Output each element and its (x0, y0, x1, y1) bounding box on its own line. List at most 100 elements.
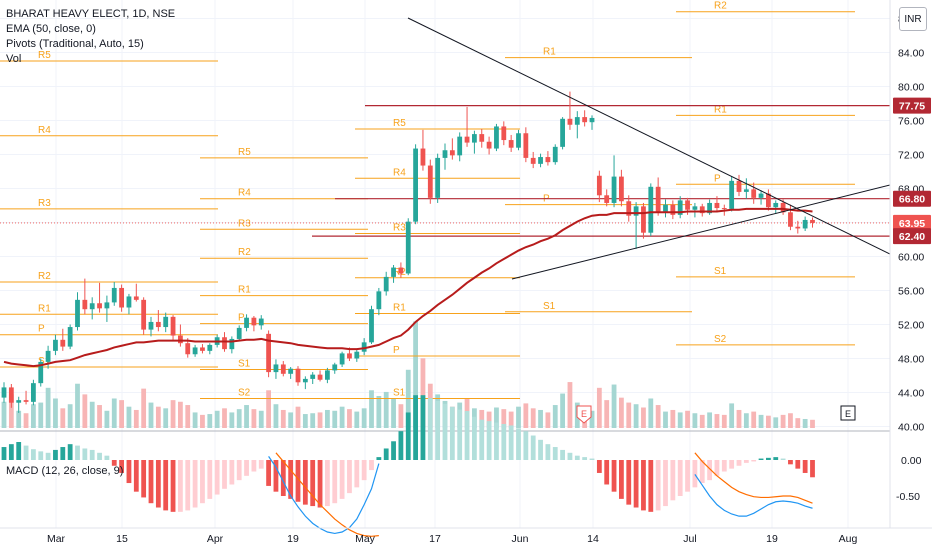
pivot-label: R3 (238, 218, 251, 229)
candle-body (325, 370, 330, 380)
volume-bar (736, 409, 742, 428)
price-tag-bg (893, 97, 931, 114)
macd-histogram-bar (178, 460, 183, 512)
candle-body (523, 133, 529, 158)
macd-histogram-bar (773, 457, 779, 460)
macd-histogram-bar (788, 460, 793, 465)
earnings-marker-label: E (845, 409, 851, 419)
volume-bar (369, 390, 374, 428)
volume-bar (200, 414, 205, 428)
volume-bar (788, 413, 793, 428)
volume-bar (545, 412, 551, 428)
candle-body (295, 368, 301, 383)
macd-histogram-bar (207, 460, 213, 499)
signal-line (694, 452, 813, 504)
volume-bar (266, 390, 271, 428)
pivot-label: P (714, 173, 721, 184)
symbol-title[interactable]: BHARAT HEAVY ELECT, 1D, NSE (6, 8, 176, 20)
volume-bar (251, 409, 257, 428)
candle-body (457, 136, 463, 156)
macd-histogram-bar (611, 460, 617, 492)
volume-bar (45, 387, 51, 428)
volume-bar (229, 412, 235, 428)
candle-body (258, 318, 264, 326)
volume-bar (332, 410, 338, 428)
macd-histogram-bar (692, 460, 698, 488)
pivot-label: S1 (714, 266, 727, 277)
price-tag-bg (893, 190, 931, 207)
pivot-label: R4 (38, 125, 51, 136)
volume-bar (692, 413, 698, 428)
pivots-legend[interactable]: Pivots (Traditional, Auto, 15) (6, 38, 144, 50)
volume-bar (302, 414, 308, 428)
pivot-label: S1 (393, 387, 406, 398)
macd-histogram-bar (780, 458, 786, 460)
candle-body (619, 176, 624, 202)
ema-legend[interactable]: EMA (50, close, 0) (6, 23, 96, 35)
volume-bar (398, 404, 404, 428)
macd-histogram-bar (523, 431, 529, 460)
pivot-label: R5 (393, 118, 406, 129)
macd-line (268, 456, 380, 535)
pivot-label: R4 (393, 167, 406, 178)
macd-histogram-bar (619, 460, 624, 499)
pivot-label: R5 (238, 147, 251, 158)
volume-bar (795, 418, 801, 428)
time-tick-label: 15 (116, 533, 128, 545)
volume-bar (494, 407, 499, 428)
candle-body (788, 212, 793, 227)
macd-histogram-bar (266, 460, 271, 486)
candle-body (273, 364, 279, 373)
volume-bar (707, 412, 712, 428)
currency-badge[interactable]: INR (899, 7, 927, 31)
price-tick-label: 72.00 (898, 150, 924, 162)
macd-histogram-bar (82, 448, 88, 460)
volume-bar (97, 405, 102, 428)
volume-bar (325, 409, 330, 428)
volume-bar (148, 402, 154, 428)
macd-histogram-bar (214, 460, 220, 495)
macd-histogram-bar (23, 445, 29, 460)
uptrend-line (511, 184, 891, 280)
volume-bar (163, 408, 169, 428)
macd-histogram-bar (479, 419, 485, 460)
candle-body (802, 219, 808, 229)
macd-histogram-bar (589, 458, 595, 460)
candle-body (126, 296, 132, 308)
volume-bar (391, 398, 396, 428)
time-tick-label: Apr (207, 533, 224, 545)
candle-body (119, 287, 124, 308)
macd-histogram-bar (45, 452, 51, 460)
candle-body (530, 157, 536, 164)
trend-lines[interactable] (407, 17, 891, 280)
macd-histogram-bar (155, 460, 161, 508)
volume-bar (111, 398, 117, 428)
macd-histogram-bar (1, 447, 7, 460)
candle-body (310, 374, 316, 379)
pivot-label: R1 (543, 47, 556, 58)
volume-bar (560, 393, 565, 428)
macd-histogram-bar (582, 457, 588, 460)
volume-bar (743, 413, 749, 428)
pivot-label: S2 (238, 387, 251, 398)
volume-bar (376, 396, 382, 428)
candle-body (31, 383, 36, 402)
macd-histogram-bar (633, 460, 639, 508)
macd-histogram-bar (361, 460, 367, 481)
pivot-label: P (393, 345, 400, 356)
macd-tick-label: 0.00 (901, 455, 922, 467)
candlesticks[interactable] (1, 91, 815, 413)
macd-histogram-bar (545, 444, 551, 460)
volume-bar (38, 402, 44, 428)
vol-legend[interactable]: Vol (6, 53, 22, 65)
candle-body (222, 337, 227, 350)
macd-histogram-bar (339, 460, 345, 499)
macd-histogram-bar (567, 452, 573, 460)
macd-tick-label: -0.50 (896, 491, 920, 503)
macd-histogram-bar (89, 449, 95, 460)
pivot-label: R3 (393, 223, 406, 234)
macd-legend[interactable]: MACD (12, 26, close, 9) (6, 465, 124, 477)
macd-histogram-bar (75, 445, 80, 460)
